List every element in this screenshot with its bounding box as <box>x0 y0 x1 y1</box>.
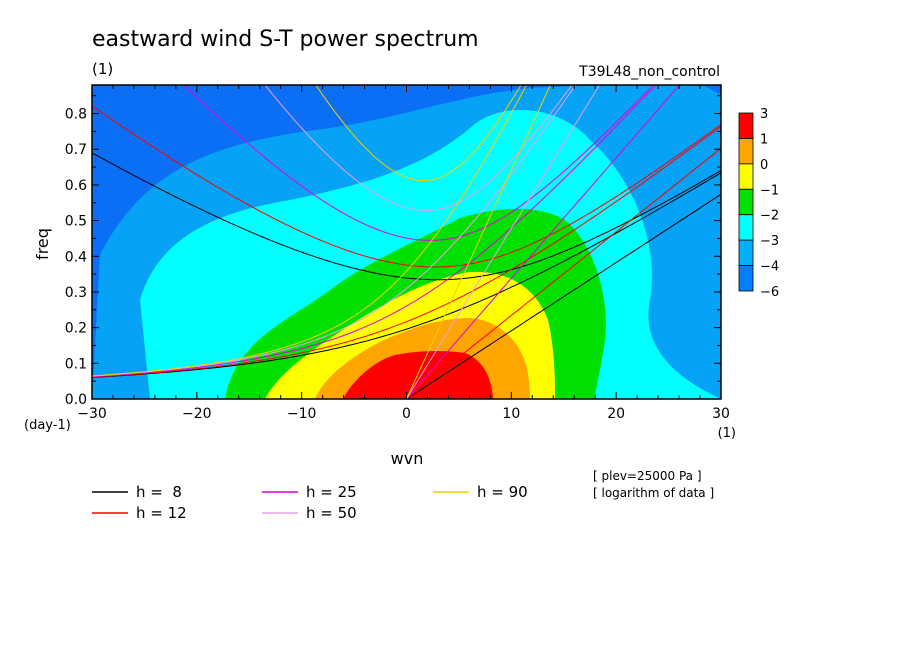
y-tick-label: 0.3 <box>65 285 87 301</box>
y-axis: 0.0 0.1 0.2 0.3 0.4 0.5 0.6 0.7 0.8 <box>65 95 721 408</box>
legend-label: h = 90 <box>477 483 528 501</box>
legend: h = 8 h = 12 h = 25 h = 50 h = 90 <box>92 483 528 522</box>
colorbar-swatch <box>738 265 754 292</box>
dispersion-curve <box>92 85 657 377</box>
dispersion-curve <box>92 152 721 281</box>
colorbar-label: −4 <box>760 260 779 275</box>
colorbar-label: 0 <box>760 158 768 173</box>
dispersion-curve <box>92 125 721 378</box>
x-tick-label: −20 <box>182 406 212 422</box>
x-tick-label: 0 <box>402 406 411 422</box>
dispersion-curve <box>92 105 721 268</box>
dispersion-curve <box>406 85 601 399</box>
y-tick-label: 0.2 <box>65 321 87 337</box>
x-tick-label: −30 <box>77 406 107 422</box>
colorbar: 3 1 0 −1 −2 −3 −4 −6 <box>738 107 779 300</box>
y-tick-label: 0.4 <box>65 249 87 265</box>
colorbar-swatch <box>738 163 754 190</box>
y-unit-label: (day-1) <box>24 418 71 433</box>
x-tick-label: 10 <box>502 406 520 422</box>
note-logarithm: [ logarithm of data ] <box>593 486 714 500</box>
dispersion-curve <box>182 85 654 241</box>
legend-label: h = 50 <box>306 504 357 522</box>
dispersion-curve <box>92 400 404 420</box>
y-tick-label: 0.5 <box>65 214 87 230</box>
colorbar-label: −6 <box>760 285 779 300</box>
colorbar-label: 1 <box>760 132 768 147</box>
colorbar-swatch <box>738 138 754 165</box>
dispersion-curve <box>92 85 528 377</box>
chart-subtitle: (1) <box>92 60 113 78</box>
dispersion-curve <box>264 85 573 211</box>
note-plev: [ plev=25000 Pa ] <box>593 469 702 483</box>
colorbar-swatch <box>738 188 754 216</box>
colorbar-swatch <box>738 214 754 241</box>
dispersion-curve <box>92 400 404 426</box>
y-tick-label: 0.0 <box>65 392 87 408</box>
x-axis: −30 −20 −10 0 10 20 30 <box>77 85 730 422</box>
x-axis-label: wvn <box>391 449 424 468</box>
y-axis-label: freq <box>33 228 52 260</box>
dispersion-curve <box>92 172 721 378</box>
x-unit-label: (1) <box>718 426 736 441</box>
x-tick-label: 20 <box>607 406 625 422</box>
x-tick-label: 30 <box>712 406 730 422</box>
colorbar-label: −3 <box>760 234 779 249</box>
dispersion-curve <box>92 85 577 377</box>
y-tick-label: 0.1 <box>65 356 87 372</box>
dispersion-curve <box>406 147 721 399</box>
colorbar-label: −2 <box>760 209 779 224</box>
run-label: T39L48_non_control <box>578 64 720 80</box>
dispersion-curve <box>406 85 551 399</box>
dispersion-curve <box>92 401 404 437</box>
dispersion-curve <box>92 400 404 431</box>
colorbar-swatch <box>738 239 754 266</box>
colorbar-label: −1 <box>760 183 779 198</box>
dispersion-curve <box>406 193 721 399</box>
dispersion-curve <box>406 85 681 399</box>
x-tick-label: −10 <box>287 406 317 422</box>
dispersion-curves <box>92 85 721 437</box>
legend-label: h = 8 <box>136 483 182 501</box>
chart-title: eastward wind S-T power spectrum <box>92 27 479 52</box>
colorbar-label: 3 <box>760 107 768 122</box>
colorbar-swatch <box>738 112 754 139</box>
y-tick-label: 0.7 <box>65 142 87 158</box>
legend-label: h = 12 <box>136 504 187 522</box>
plot-area <box>91 84 722 437</box>
contour-fills <box>92 85 721 399</box>
dispersion-curve <box>92 400 404 422</box>
y-tick-label: 0.6 <box>65 178 87 194</box>
dispersion-curve <box>315 85 522 181</box>
y-tick-label: 0.8 <box>65 107 87 123</box>
legend-label: h = 25 <box>306 483 357 501</box>
